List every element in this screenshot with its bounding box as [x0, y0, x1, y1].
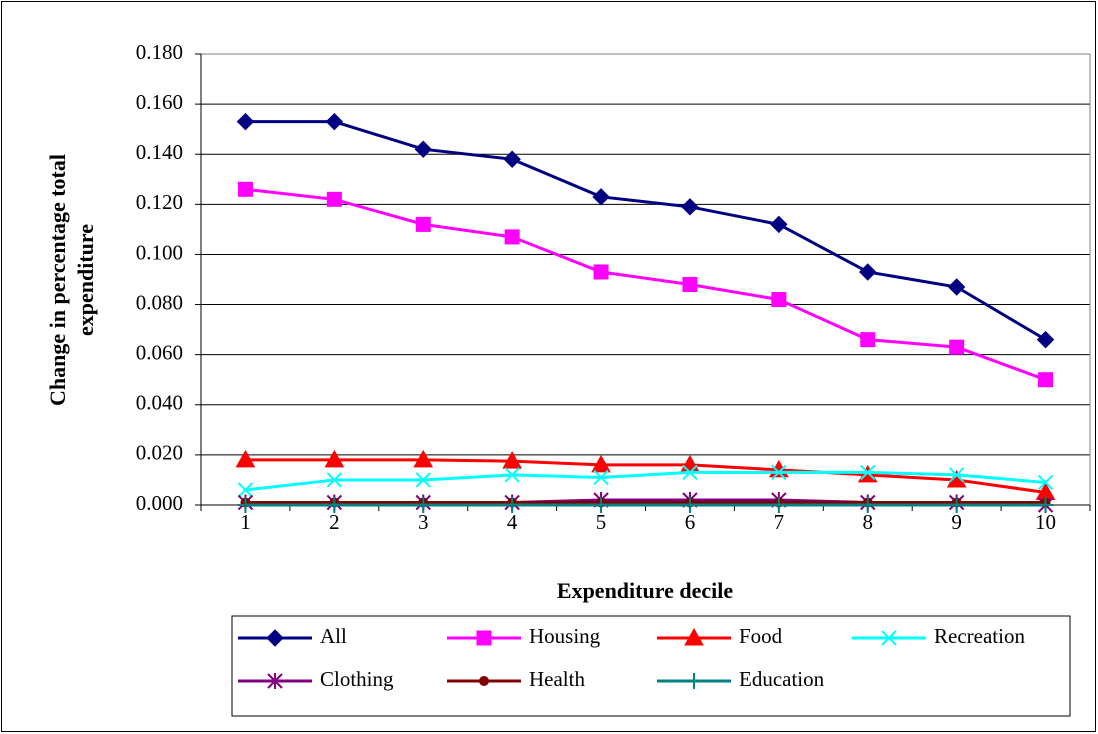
x-tick-label: 1: [240, 510, 251, 534]
marker: [682, 464, 698, 481]
marker: [324, 449, 345, 468]
y-tick-label: 0.140: [136, 140, 183, 164]
x-tick-label: 8: [863, 510, 874, 534]
series: [237, 497, 1054, 513]
x-tick-label: 9: [951, 510, 962, 534]
marker: [326, 497, 343, 513]
marker: [770, 497, 787, 513]
marker: [236, 112, 255, 131]
marker: [504, 497, 521, 513]
marker: [681, 198, 699, 216]
y-tick-label: 0.000: [136, 491, 183, 515]
marker: [1038, 372, 1054, 388]
series-line: [245, 470, 1046, 492]
marker: [949, 339, 965, 355]
y-tick-label: 0.160: [136, 90, 183, 114]
marker: [770, 215, 788, 234]
marker: [947, 278, 966, 296]
series: [236, 112, 1055, 349]
marker: [237, 482, 254, 498]
legend-label: Housing: [529, 624, 601, 648]
marker: [503, 150, 521, 168]
y-tick-label: 0.040: [136, 391, 183, 415]
series-line: [245, 120, 1047, 341]
legend-box: [231, 615, 1071, 717]
series-line: [245, 458, 1046, 494]
x-tick-label: 3: [418, 510, 429, 534]
x-tick-label: 10: [1035, 510, 1056, 534]
marker: [1037, 474, 1054, 491]
x-axis-title: Expenditure decile: [557, 578, 733, 603]
marker: [681, 497, 698, 513]
y-tick-label: 0.100: [136, 240, 183, 264]
marker: [415, 472, 431, 488]
legend-label: Food: [739, 624, 783, 648]
marker: [948, 497, 965, 513]
legend-label: All: [320, 624, 347, 648]
x-tick-label: 2: [329, 510, 340, 534]
marker: [504, 467, 520, 483]
legend-marker: [684, 627, 704, 646]
legend-marker: [476, 630, 492, 646]
marker: [235, 449, 256, 468]
marker: [502, 451, 523, 469]
marker: [948, 467, 965, 483]
marker: [860, 464, 876, 481]
marker: [593, 469, 609, 486]
x-tick-label: 7: [774, 510, 785, 534]
legend-label: Health: [529, 667, 585, 691]
marker: [1036, 330, 1055, 349]
marker: [682, 277, 698, 293]
series: [237, 181, 1054, 388]
marker: [593, 264, 609, 280]
legend-label: Education: [739, 667, 825, 691]
marker: [771, 292, 787, 308]
x-tick-label: 6: [685, 510, 696, 534]
series: [237, 464, 1054, 498]
series-line: [245, 187, 1047, 382]
marker: [325, 112, 344, 131]
legend-label: Clothing: [320, 667, 394, 691]
marker: [237, 181, 253, 197]
marker: [504, 229, 520, 245]
x-tick-label: 4: [507, 510, 518, 534]
y-tick-label: 0.080: [136, 290, 183, 314]
legend-marker: [267, 673, 283, 689]
marker: [859, 263, 877, 281]
marker: [326, 191, 342, 207]
y-tick-label: 0.120: [136, 190, 183, 214]
marker: [237, 497, 254, 513]
legend-marker: [881, 630, 897, 646]
y-axis-title: Change in percentage total expenditure: [45, 154, 98, 406]
marker: [859, 497, 876, 513]
marker: [414, 140, 432, 158]
marker: [771, 464, 787, 481]
legend-label: Recreation: [934, 624, 1025, 648]
marker: [592, 188, 610, 206]
marker: [591, 454, 611, 473]
x-tick-label: 5: [596, 510, 607, 534]
marker: [1037, 497, 1054, 513]
marker: [326, 472, 343, 488]
legend-marker: [686, 673, 702, 689]
marker: [593, 497, 610, 513]
y-tick-label: 0.020: [136, 441, 183, 465]
marker: [415, 497, 432, 513]
legend-marker: [479, 676, 489, 686]
legend-marker: [266, 629, 284, 647]
y-tick-label: 0.180: [136, 40, 183, 64]
marker: [860, 332, 876, 348]
marker: [415, 216, 431, 232]
y-tick-label: 0.060: [136, 340, 183, 364]
marker: [413, 449, 434, 468]
